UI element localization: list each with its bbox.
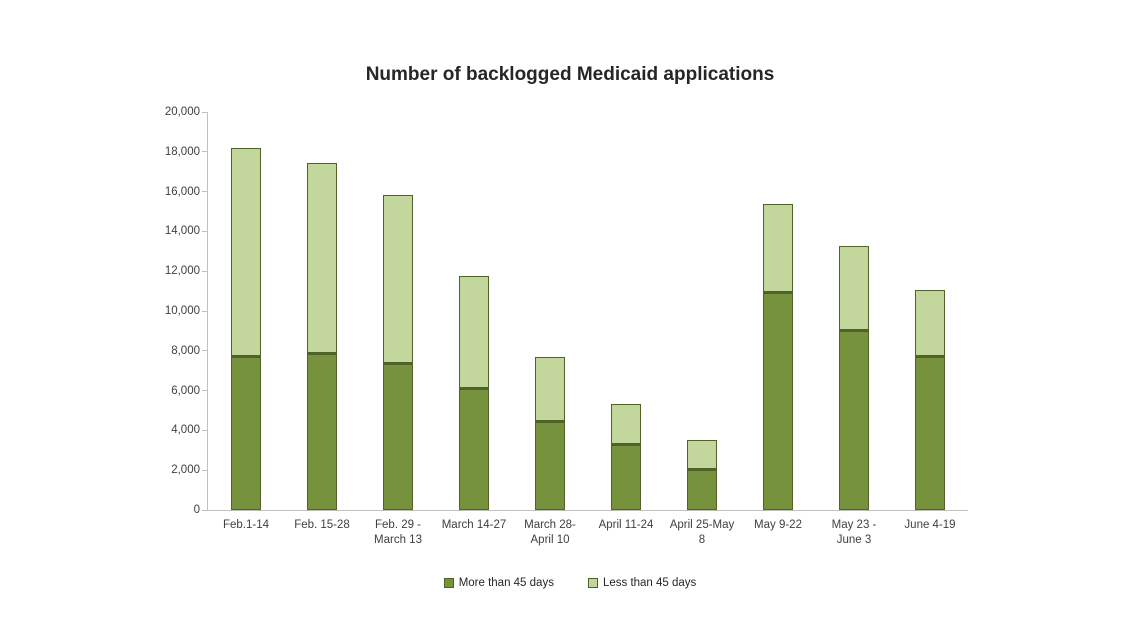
y-axis-tick-label: 0 bbox=[193, 504, 200, 516]
bar-feb-29- bbox=[383, 194, 413, 510]
bar-segment-less-than-45-days bbox=[231, 147, 261, 356]
bar-segment-less-than-45-days bbox=[687, 440, 717, 470]
x-axis-tick-label: March 28- April 10 bbox=[524, 519, 576, 546]
bar-segment-more-than-45-days bbox=[231, 355, 261, 510]
bar-march-28- bbox=[535, 356, 565, 510]
bar-segment-less-than-45-days bbox=[763, 203, 793, 293]
y-axis-tick-label: 6,000 bbox=[171, 384, 200, 397]
bar-segment-more-than-45-days bbox=[687, 469, 717, 510]
x-axis-tick-label: Feb. 29 - March 13 bbox=[374, 519, 422, 546]
y-axis-tick-label: 4,000 bbox=[171, 424, 200, 437]
chart-title: Number of backlogged Medicaid applicatio… bbox=[365, 64, 775, 85]
bar-may-9-22 bbox=[763, 203, 793, 510]
bar-march-14-27 bbox=[459, 276, 489, 510]
bar-segment-more-than-45-days bbox=[535, 421, 565, 510]
bar-feb-1-14 bbox=[231, 147, 261, 510]
bar-segment-more-than-45-days bbox=[611, 444, 641, 510]
bar-segment-less-than-45-days bbox=[535, 356, 565, 422]
x-axis-tick-label: May 23 - June 3 bbox=[831, 519, 877, 546]
y-axis-tick bbox=[202, 310, 207, 312]
bar-june-4-19 bbox=[915, 290, 945, 510]
bar-april-25-may bbox=[687, 440, 717, 510]
y-axis-tick bbox=[202, 350, 207, 352]
y-axis-tick-label: 14,000 bbox=[164, 225, 200, 238]
legend-swatch-less-than-45-days-icon bbox=[587, 578, 598, 588]
y-axis-tick bbox=[202, 111, 207, 113]
y-axis-tick-label: 16,000 bbox=[164, 185, 200, 198]
legend-item-less-than-45-days: Less than 45 days bbox=[587, 577, 697, 589]
bar-segment-less-than-45-days bbox=[915, 290, 945, 356]
y-axis-tick bbox=[202, 270, 207, 272]
x-axis-tick-label: May 9-22 bbox=[754, 519, 802, 531]
x-axis-line bbox=[207, 510, 968, 511]
bar-segment-more-than-45-days bbox=[915, 355, 945, 510]
y-axis-tick-label: 20,000 bbox=[164, 106, 200, 118]
bar-may-23- bbox=[839, 246, 869, 510]
y-axis-tick-label: 10,000 bbox=[164, 305, 200, 317]
bar-feb-15-28 bbox=[307, 162, 337, 510]
plot-area: 0 2,000 4,000 6,000 8,000 10,000 12,000 14,000 1… bbox=[165, 106, 968, 546]
legend-item-more-than-45-days: More than 45 days bbox=[443, 577, 554, 589]
legend-label-less-than-45-days: Less than 45 days bbox=[602, 577, 697, 589]
legend-swatch-more-than-45-days-icon bbox=[443, 578, 454, 588]
x-axis-tick-label: June 4-19 bbox=[904, 519, 956, 531]
x-axis-tick-label: Feb.1-14 bbox=[222, 519, 270, 531]
y-axis-tick bbox=[202, 191, 207, 193]
y-axis-tick bbox=[202, 151, 207, 153]
legend-label-more-than-45-days: More than 45 days bbox=[458, 577, 554, 589]
bar-segment-more-than-45-days bbox=[459, 387, 489, 510]
y-axis-tick-label: 12,000 bbox=[164, 265, 200, 278]
x-axis-tick-label: April 25-May 8 bbox=[669, 519, 735, 546]
bar-segment-less-than-45-days bbox=[611, 403, 641, 445]
y-axis-tick bbox=[202, 469, 207, 471]
bar-segment-more-than-45-days bbox=[839, 329, 869, 510]
x-axis-tick-label: April 11-24 bbox=[598, 519, 654, 531]
bar-segment-more-than-45-days bbox=[383, 362, 413, 510]
y-axis-tick bbox=[202, 429, 207, 431]
bar-segment-less-than-45-days bbox=[459, 276, 489, 388]
x-axis-tick-label: Feb. 15-28 bbox=[294, 519, 350, 531]
bar-april-11-24 bbox=[611, 403, 641, 510]
bar-segment-less-than-45-days bbox=[839, 246, 869, 330]
y-axis-tick-label: 8,000 bbox=[171, 344, 200, 357]
y-axis-tick bbox=[202, 390, 207, 392]
y-axis-tick bbox=[202, 230, 207, 232]
x-axis-tick-label: March 14-27 bbox=[441, 519, 507, 531]
bar-segment-more-than-45-days bbox=[307, 352, 337, 510]
y-axis-tick-label: 2,000 bbox=[171, 464, 200, 477]
bar-segment-less-than-45-days bbox=[307, 162, 337, 353]
y-axis-tick bbox=[202, 509, 207, 511]
legend: More than 45 days Less than 45 days bbox=[0, 577, 1140, 589]
y-axis-tick-label: 18,000 bbox=[164, 145, 200, 158]
bar-segment-more-than-45-days bbox=[763, 292, 793, 510]
y-axis-line bbox=[207, 112, 208, 510]
bar-segment-less-than-45-days bbox=[383, 194, 413, 363]
